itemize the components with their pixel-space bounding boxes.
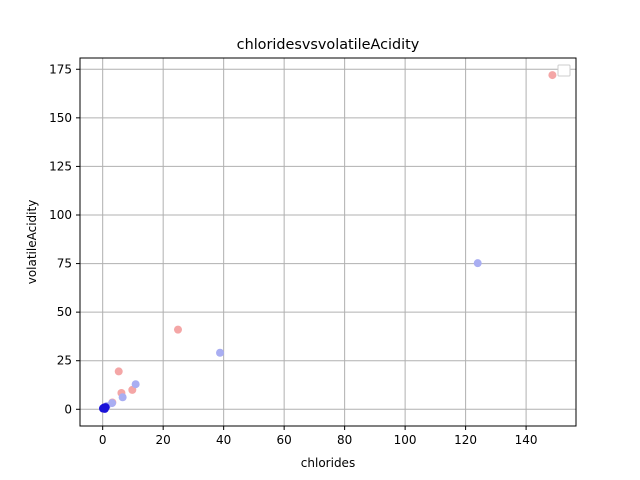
legend <box>557 64 571 77</box>
x-tick-label: 20 <box>156 433 171 447</box>
x-tick-label: 140 <box>515 433 538 447</box>
data-point <box>118 393 127 402</box>
data-point <box>548 71 557 80</box>
x-tick-label: 60 <box>277 433 292 447</box>
y-tick-label: 0 <box>64 402 72 416</box>
y-axis-label: volatileAcidity <box>25 200 39 285</box>
data-point <box>473 259 482 268</box>
legend-box <box>557 64 571 77</box>
y-tick-label: 100 <box>49 208 72 222</box>
y-tick-label: 75 <box>57 257 72 271</box>
y-tick-label: 175 <box>49 62 72 76</box>
chart-title: chloridesvsvolatileAcidity <box>237 37 420 53</box>
data-point <box>216 348 225 357</box>
data-point <box>131 380 140 389</box>
data-points <box>98 71 557 413</box>
data-point <box>173 325 182 334</box>
axis-ticks: 0 20 40 60 80 100 120 140 0 25 50 75 100 125 150 175 <box>49 62 537 447</box>
plot-frame <box>79 57 577 427</box>
y-tick-label: 150 <box>49 111 72 125</box>
x-tick-label: 120 <box>454 433 477 447</box>
y-tick-label: 25 <box>57 354 72 368</box>
x-tick-label: 0 <box>99 433 107 447</box>
y-tick-label: 125 <box>49 159 72 173</box>
x-axis-label: chlorides <box>301 456 355 470</box>
x-tick-label: 80 <box>337 433 352 447</box>
x-tick-label: 100 <box>394 433 417 447</box>
data-point <box>114 367 123 376</box>
grid <box>80 58 576 426</box>
data-point <box>100 404 109 413</box>
y-tick-label: 50 <box>57 305 72 319</box>
x-tick-label: 40 <box>216 433 231 447</box>
